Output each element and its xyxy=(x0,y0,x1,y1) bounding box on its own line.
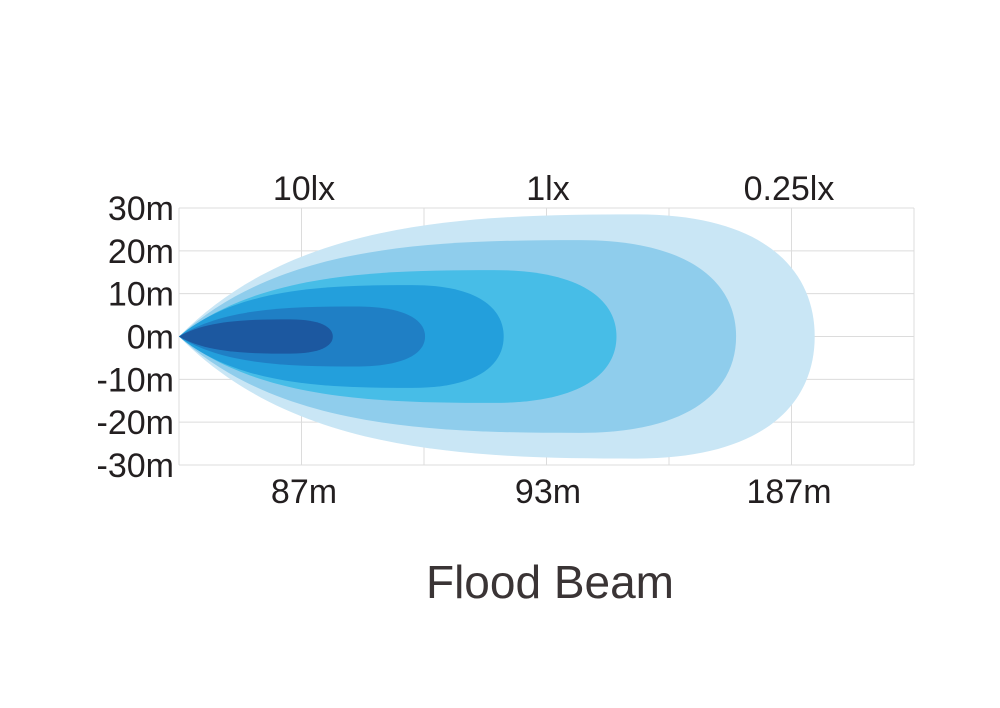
y-tick-label: -20m xyxy=(97,404,174,442)
y-tick-label: 0m xyxy=(127,319,174,357)
y-tick-label: 10m xyxy=(108,276,174,314)
distance-label: 87m xyxy=(271,473,337,511)
lux-label: 1lx xyxy=(526,170,569,208)
beam-zones xyxy=(179,214,815,459)
distance-label: 187m xyxy=(746,473,831,511)
y-tick-label: -10m xyxy=(97,361,174,399)
beam-zone-5 xyxy=(179,319,333,354)
y-axis-labels: 30m 20m 10m 0m -10m -20m -30m xyxy=(97,190,174,485)
chart-title: Flood Beam xyxy=(426,556,674,608)
lux-label: 0.25lx xyxy=(744,170,835,208)
y-tick-label: 30m xyxy=(108,190,174,228)
lux-label: 10lx xyxy=(273,170,335,208)
y-tick-label: 20m xyxy=(108,233,174,271)
distance-label: 93m xyxy=(515,473,581,511)
y-tick-label: -30m xyxy=(97,447,174,485)
distance-labels: 87m 93m 187m xyxy=(271,473,832,511)
lux-labels: 10lx 1lx 0.25lx xyxy=(273,170,835,208)
